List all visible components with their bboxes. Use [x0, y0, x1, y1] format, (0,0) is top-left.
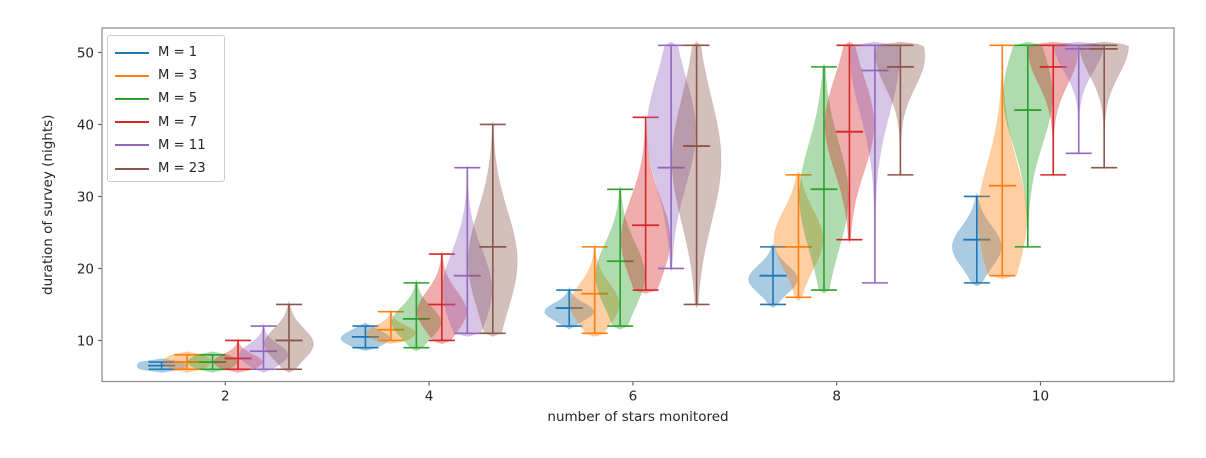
legend-label: M = 11: [158, 137, 206, 153]
legend-line-swatch: [115, 51, 149, 54]
y-tick-label: 10: [77, 333, 94, 349]
y-axis-label: duration of survey (nights): [40, 115, 56, 295]
plot-area: [136, 41, 1130, 374]
legend-label: M = 1: [158, 44, 198, 60]
legend-entry: M = 3: [115, 64, 224, 87]
legend-line-swatch: [115, 144, 149, 147]
violin-series-M=11: [238, 41, 1104, 374]
legend-line-swatch: [115, 167, 149, 170]
legend: M = 1 M = 3 M = 5 M = 7 M = 11 M = 23: [107, 35, 225, 182]
legend-entry: M = 23: [115, 157, 224, 180]
x-tick-label: 4: [425, 389, 434, 405]
legend-entry: M = 5: [115, 87, 224, 110]
legend-label: M = 7: [158, 114, 198, 130]
y-tick-label: 30: [77, 189, 94, 205]
violin-series-M=3: [162, 41, 1028, 374]
x-tick-label: 6: [629, 389, 638, 405]
legend-line-swatch: [115, 121, 149, 124]
legend-entry: M = 11: [115, 134, 224, 157]
plot-frame: [101, 27, 1175, 383]
y-tick-label: 50: [77, 45, 94, 61]
x-tick-label: 10: [1032, 389, 1049, 405]
y-tick-label: 20: [77, 261, 94, 277]
legend-label: M = 3: [158, 68, 198, 84]
legend-entry: M = 7: [115, 111, 224, 134]
y-tick-label: 40: [77, 117, 94, 133]
legend-line-swatch: [115, 97, 149, 100]
violin-series-M=7: [213, 41, 1079, 374]
x-tick-label: 2: [221, 389, 230, 405]
x-axis-label: number of stars monitored: [547, 409, 728, 425]
legend-label: M = 5: [158, 91, 198, 107]
violin-series-M=23: [263, 41, 1130, 374]
violin-series-M=5: [187, 41, 1053, 374]
legend-line-swatch: [115, 74, 149, 77]
violin-series-M=1: [136, 191, 1002, 374]
legend-entry: M = 1: [115, 41, 224, 64]
legend-label: M = 23: [158, 160, 206, 176]
x-tick-label: 8: [832, 389, 841, 405]
